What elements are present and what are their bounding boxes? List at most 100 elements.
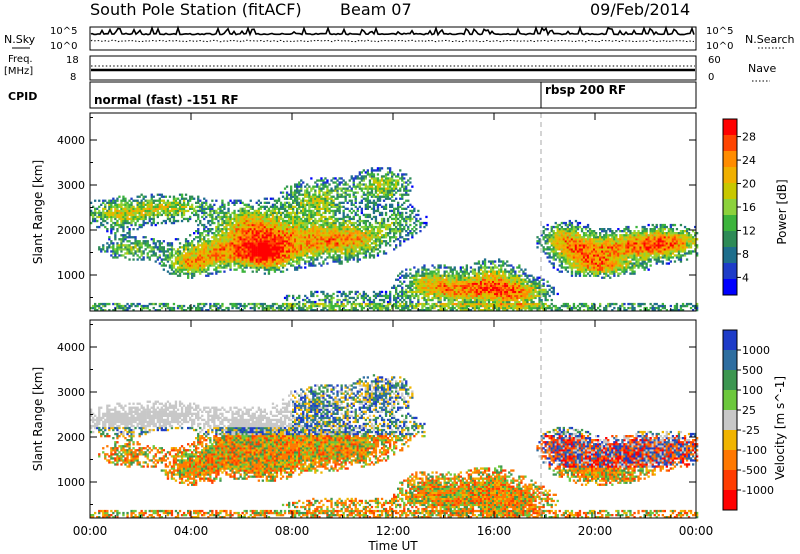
power-cell [364, 221, 367, 225]
power-cell [425, 286, 428, 289]
power-cell [178, 256, 182, 259]
power-cell [156, 199, 159, 202]
power-cell [277, 211, 281, 215]
power-cell [288, 215, 291, 219]
power-cell [120, 234, 123, 237]
power-cell [178, 199, 182, 202]
power-cell [148, 199, 151, 202]
power-cell [152, 252, 155, 255]
power-cell [340, 238, 343, 241]
power-cell [265, 258, 268, 261]
power-cell [443, 274, 446, 277]
power-cell [249, 254, 252, 257]
power-cell [106, 228, 109, 231]
power-cell [292, 234, 295, 237]
power-cell [182, 248, 186, 251]
power-cell [223, 254, 226, 257]
power-cell [391, 221, 394, 225]
power-cell [360, 242, 363, 245]
power-cell [425, 298, 428, 302]
power-cell [187, 262, 190, 265]
power-cell [308, 304, 311, 308]
power-cell [362, 219, 365, 223]
power-cell [285, 234, 289, 237]
power-cell [136, 215, 139, 219]
power-cell [283, 256, 287, 259]
power-cell [114, 221, 117, 225]
power-cell [340, 225, 343, 229]
power-cell [128, 304, 131, 308]
power-cell [215, 238, 218, 241]
power-cell [146, 252, 149, 255]
power-cell [124, 252, 127, 255]
power-cell [324, 209, 327, 213]
power-cell [255, 262, 258, 265]
power-cell [267, 221, 271, 225]
power-cell [300, 232, 303, 235]
power-cell [364, 236, 367, 239]
power-cell [439, 266, 442, 269]
power-cell [306, 195, 309, 198]
power-cell [350, 248, 353, 251]
power-cell [170, 272, 174, 275]
power-cell [279, 270, 283, 273]
power-cell [201, 223, 204, 227]
power-cell [243, 236, 246, 239]
power-cell [251, 266, 254, 269]
power-cell [362, 234, 365, 237]
power-cell [302, 250, 305, 253]
power-cell [251, 223, 254, 227]
power-cell [265, 240, 268, 243]
power-cell [249, 250, 252, 253]
power-cell [197, 246, 200, 249]
power-cell [298, 250, 301, 253]
power-cell [285, 256, 289, 259]
power-cell [122, 228, 125, 231]
power-cell [314, 290, 317, 294]
power-cell [233, 246, 236, 249]
power-cell [364, 292, 367, 296]
power-cell [209, 240, 212, 243]
power-cell [170, 221, 174, 225]
power-cell [233, 223, 236, 227]
power-cell [332, 256, 335, 259]
power-cell [189, 306, 192, 310]
power-cell [403, 240, 406, 243]
power-cell [312, 250, 315, 253]
power-cell [178, 254, 182, 257]
power-cell [376, 193, 380, 196]
power-cell [172, 309, 176, 312]
power-cell [330, 294, 333, 298]
power-cell [285, 302, 289, 306]
power-cell [435, 288, 438, 291]
power-cell [296, 201, 299, 204]
power-cell [429, 270, 432, 273]
power-cell [259, 228, 262, 231]
power-cell [217, 252, 220, 255]
power-cell [314, 240, 317, 243]
power-cell [352, 302, 355, 306]
power-cell [263, 236, 266, 239]
power-cell [136, 248, 139, 251]
power-cell [336, 256, 339, 259]
power-cell [267, 217, 271, 221]
power-cell [405, 268, 408, 271]
power-cell [154, 254, 157, 257]
power-cell [239, 199, 242, 202]
power-cell [271, 260, 275, 263]
power-cell [290, 240, 293, 243]
power-cell [285, 306, 289, 310]
power-cell [168, 252, 172, 255]
power-cell [376, 309, 380, 312]
power-cell [320, 232, 323, 235]
power-cell [324, 296, 327, 300]
power-cell [227, 306, 230, 310]
power-cell [334, 209, 337, 213]
power-cell [281, 304, 285, 308]
power-cell [308, 215, 311, 219]
power-cell [261, 260, 264, 263]
power-cell [316, 256, 319, 259]
power-cell [283, 296, 287, 300]
power-cell [350, 306, 353, 310]
power-cell [401, 197, 404, 200]
